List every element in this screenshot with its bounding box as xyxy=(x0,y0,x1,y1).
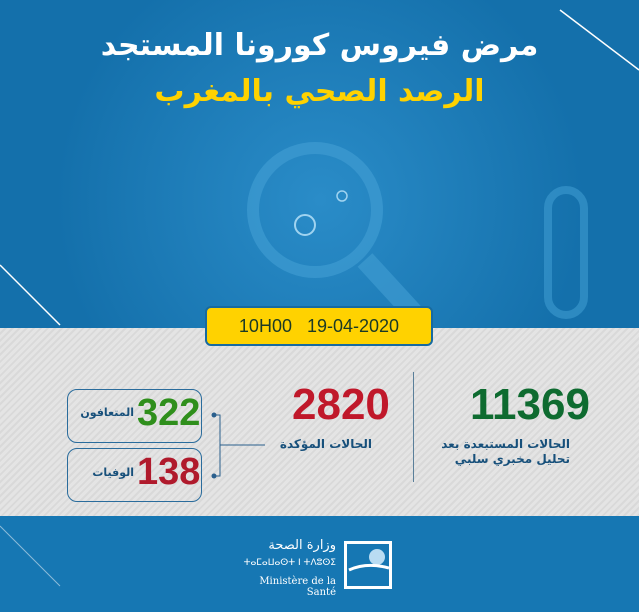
recovered-label: المتعافون xyxy=(80,406,134,419)
footer-decoration xyxy=(0,525,61,587)
confirmed-count: 2820 xyxy=(292,380,390,429)
logo-emblem-icon xyxy=(348,549,390,572)
excluded-label: الحالات المستبعدة بعد تحليل مخبري سلبي xyxy=(441,437,570,466)
divider xyxy=(413,372,414,482)
deaths-label: الوفيات xyxy=(92,466,134,479)
excluded-count: 11369 xyxy=(470,380,590,429)
page-subtitle: الرصد الصحي بالمغرب xyxy=(154,74,485,109)
ministry-logo xyxy=(344,541,392,589)
confirmed-label: الحالات المؤكدة xyxy=(279,437,372,451)
date-badge: 10H00 19-04-2020 xyxy=(205,306,433,346)
ministry-ar: وزارة الصحة xyxy=(268,538,336,553)
page-title: مرض فيروس كورونا المستجد xyxy=(100,28,539,63)
stats-panel xyxy=(0,328,639,516)
ministry-fr: Ministère de la Santé xyxy=(259,576,336,598)
recovered-count: 322 xyxy=(137,392,201,434)
header-background xyxy=(0,0,639,328)
recovered-box xyxy=(67,389,202,443)
report-time: 10H00 xyxy=(238,316,292,336)
footer xyxy=(0,516,639,612)
connector-lines xyxy=(211,412,265,479)
deaths-count: 138 xyxy=(137,451,201,493)
deaths-box xyxy=(67,448,202,502)
report-date: 19-04-2020 xyxy=(306,316,400,336)
ministry-tifinagh: ⵜⴰⵎⴰⵡⴰⵙⵜ ⵏ ⵜⴷⵓⵙⵉ xyxy=(243,558,336,568)
